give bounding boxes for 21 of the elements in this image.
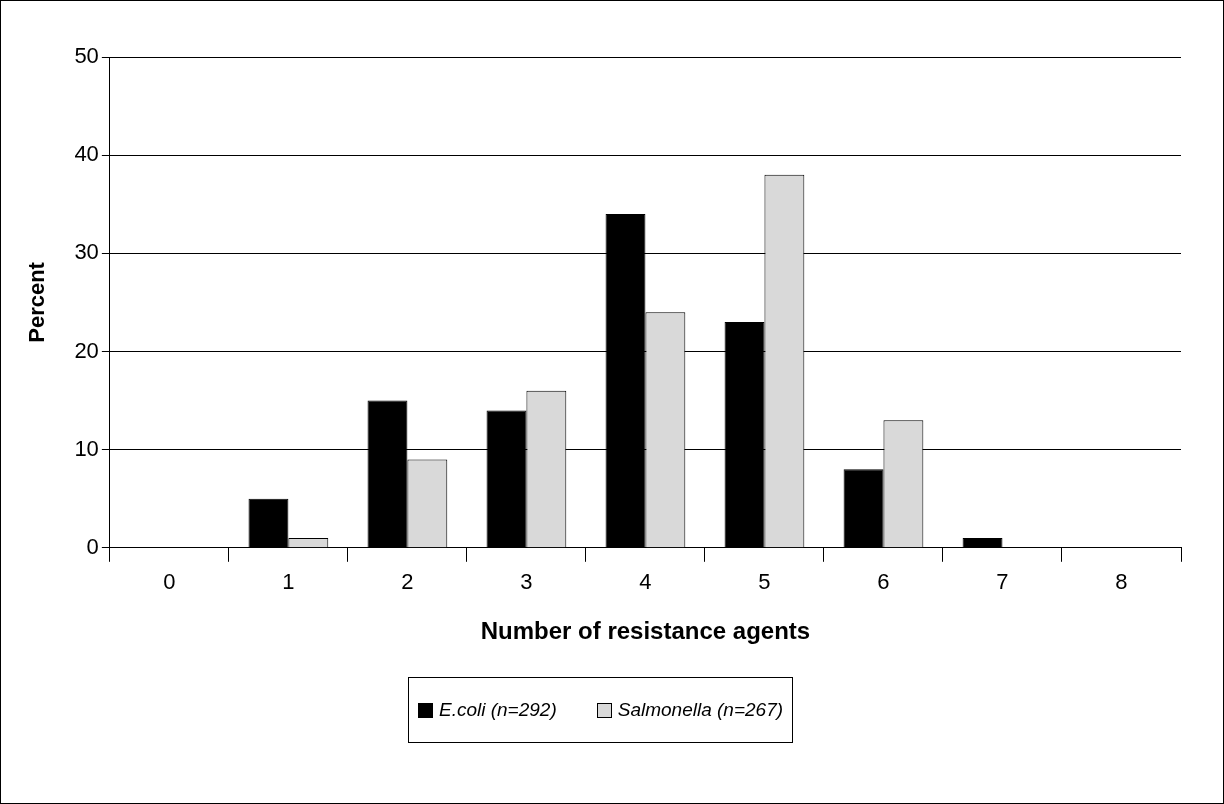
legend-label: E.coli (n=292) — [438, 699, 557, 721]
bar — [962, 537, 1003, 548]
x-tick-label: 5 — [758, 569, 771, 595]
x-tick-label: 4 — [639, 569, 652, 595]
y-tick-label: 50 — [74, 43, 99, 69]
x-tick-label: 8 — [1115, 569, 1128, 595]
y-tick-label: 10 — [74, 435, 99, 461]
x-tick-label: 2 — [401, 569, 414, 595]
y-tick-label: 20 — [74, 337, 99, 363]
x-tick-label: 3 — [520, 569, 533, 595]
x-tick-label: 0 — [163, 569, 176, 595]
x-axis-title: Number of resistance agents — [480, 617, 811, 645]
y-tick-label: 0 — [86, 533, 99, 559]
y-tick-label: 40 — [74, 141, 99, 167]
x-tick-label: 6 — [877, 569, 890, 595]
x-tick-label: 1 — [282, 569, 295, 595]
y-tick-label: 30 — [74, 239, 99, 265]
x-tick-label: 7 — [996, 569, 1009, 595]
bar — [843, 469, 884, 548]
legend-label: Salmonella (n=267) — [617, 699, 784, 721]
y-axis-title: Percent — [24, 261, 50, 343]
